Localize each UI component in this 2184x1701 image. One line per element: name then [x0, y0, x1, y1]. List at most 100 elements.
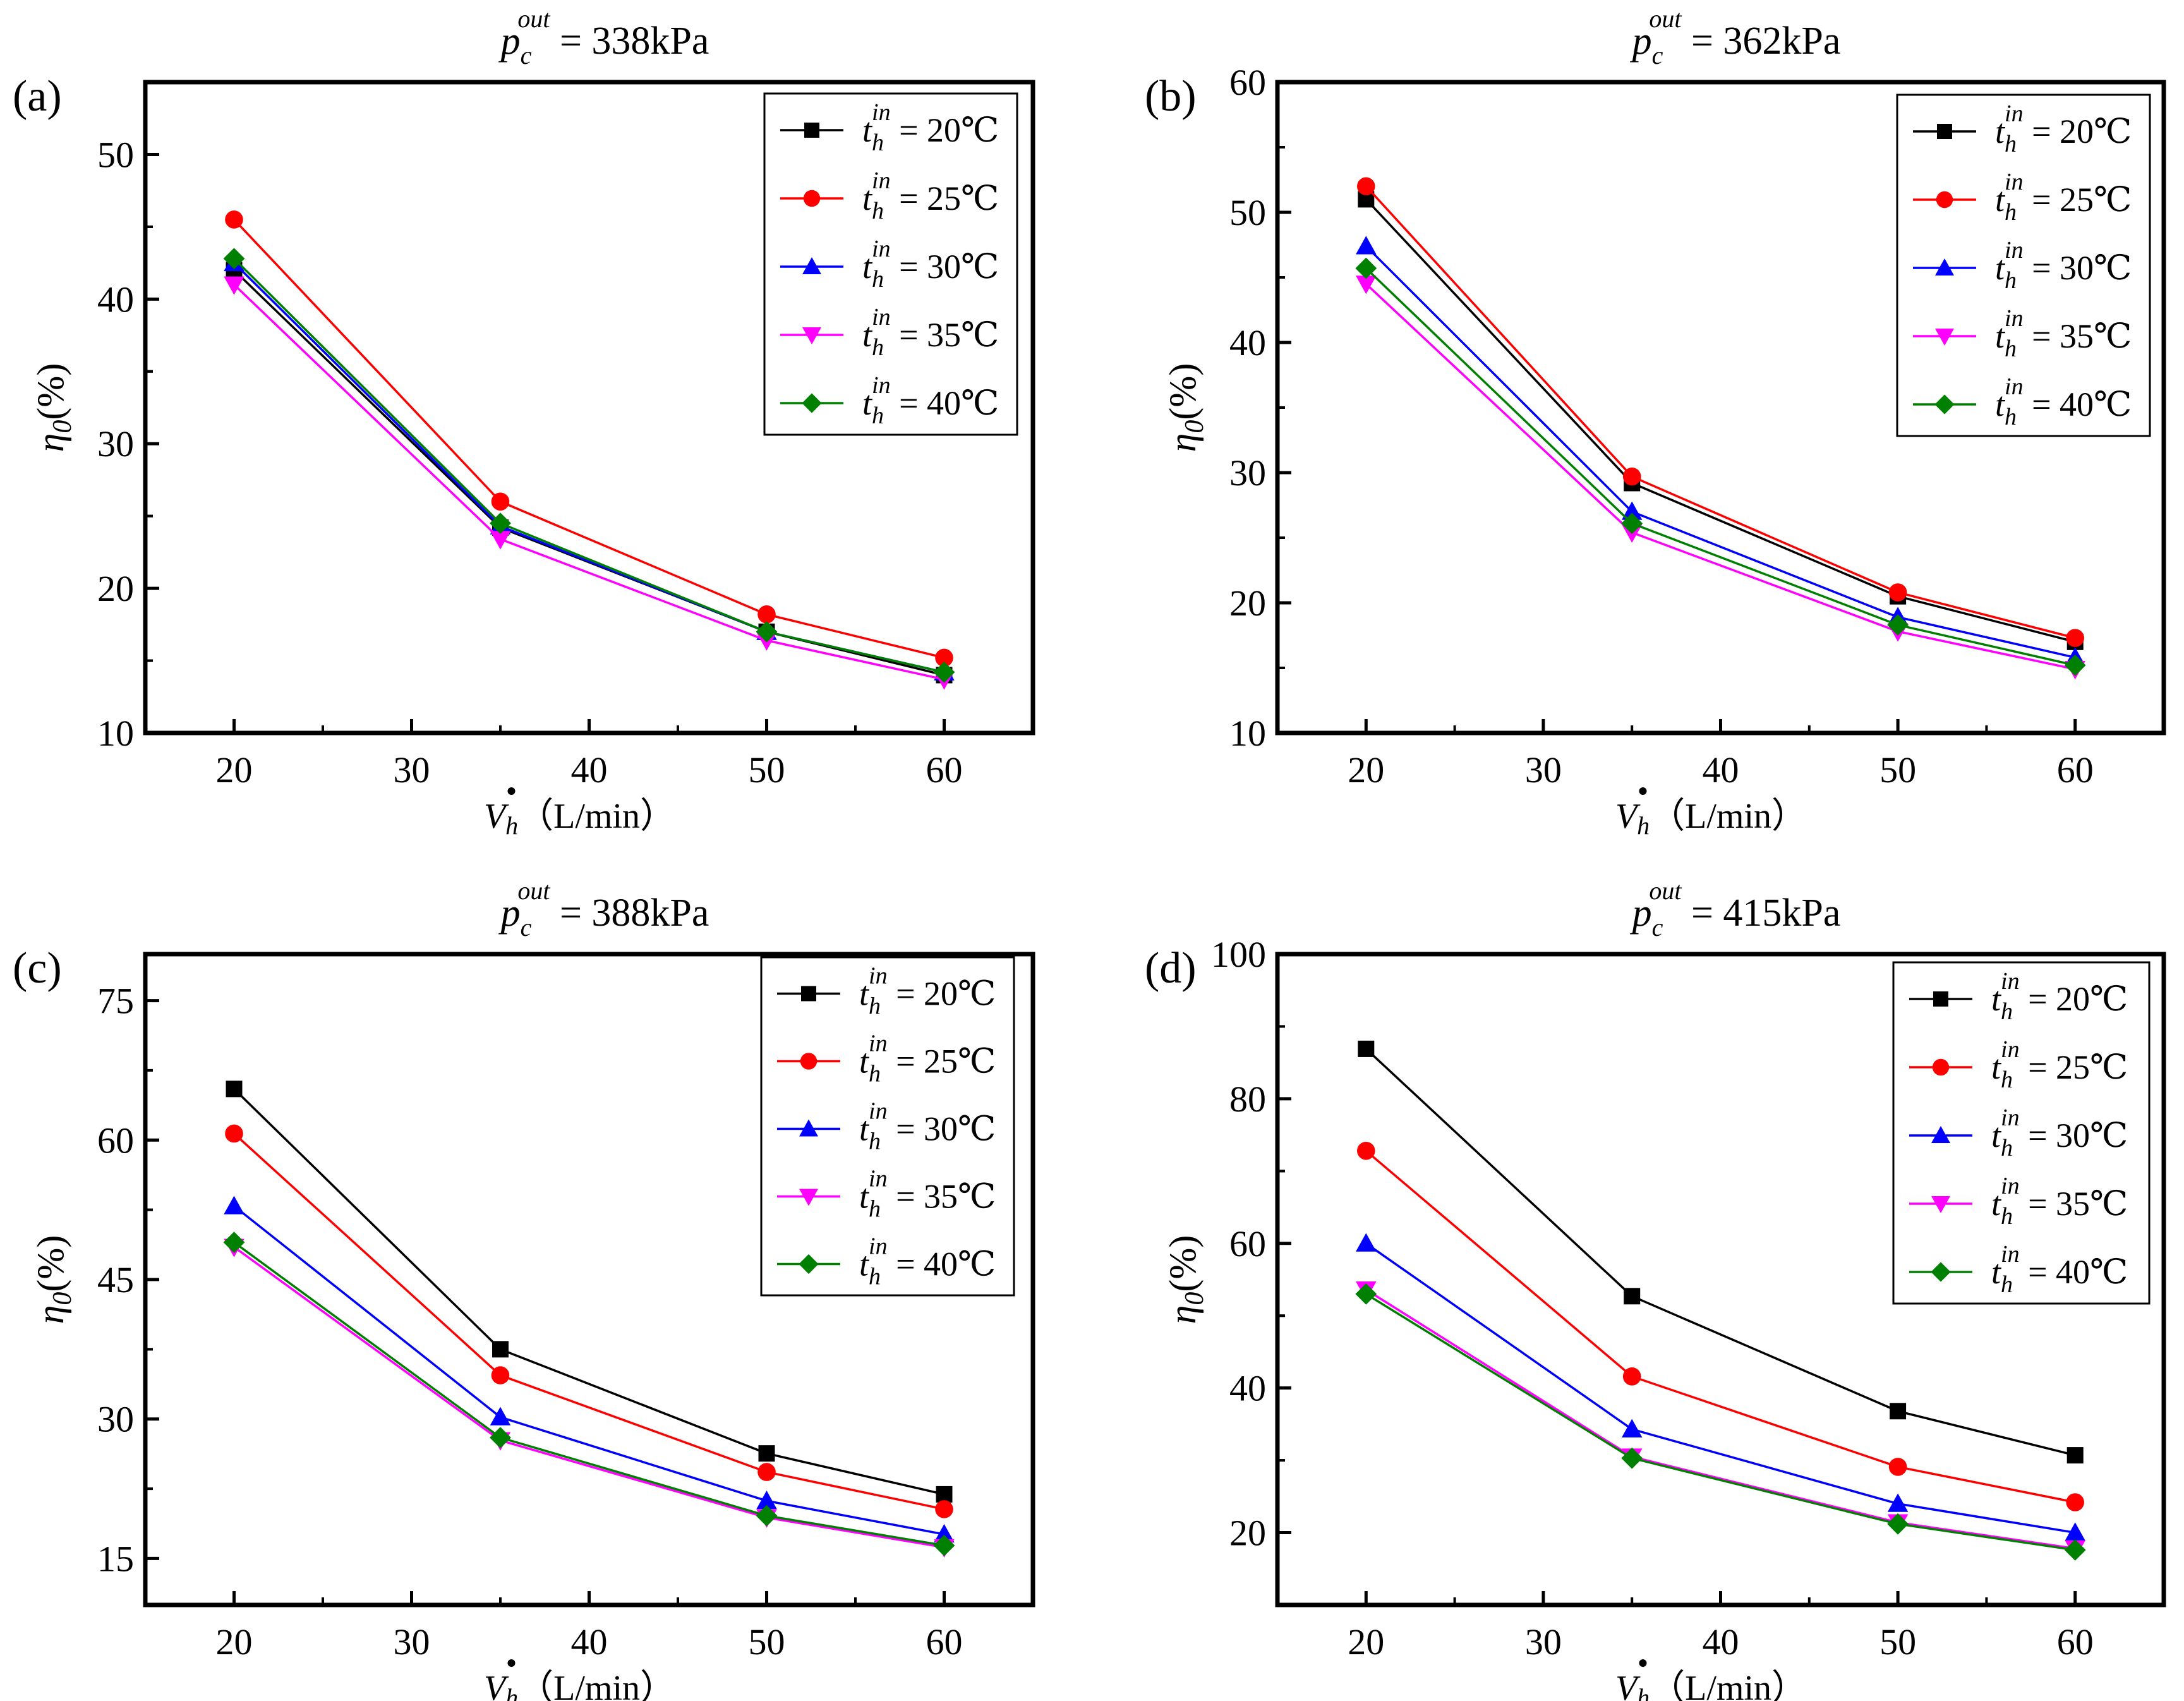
x-tick-label: 40: [1703, 1621, 1739, 1662]
y-tick-label: 60: [97, 1120, 134, 1161]
x-tick-label: 50: [1879, 749, 1916, 790]
legend-marker: [1934, 394, 1955, 415]
legend-label: thin = 35℃: [1995, 305, 2132, 362]
chart-title: pcout = 338kPa: [498, 4, 709, 70]
legend-marker: [1935, 258, 1954, 275]
data-point: [1887, 614, 1909, 636]
x-axis-label: Vh（L/min）: [1615, 1669, 1807, 1701]
y-tick-label: 80: [1229, 1079, 1266, 1120]
x-tick-label: 20: [216, 1621, 253, 1662]
legend-label: thin = 35℃: [862, 304, 999, 361]
y-axis-label: η0(%): [1162, 363, 1209, 452]
data-point: [2064, 1539, 2086, 1561]
data-point: [1622, 1367, 1641, 1386]
data-point: [1887, 1513, 1909, 1535]
data-point: [935, 648, 953, 667]
y-tick-label: 40: [1229, 322, 1266, 363]
data-point: [1888, 1458, 1907, 1476]
y-axis-label: η0(%): [30, 1235, 77, 1324]
legend: thin = 20℃ thin = 25℃ thin = 30℃ thin = 35℃…: [1896, 94, 2151, 437]
series-line-20℃: [1365, 1048, 2076, 1456]
data-point: [224, 276, 244, 295]
legend: thin = 20℃ thin = 25℃ thin = 30℃ thin = 35℃…: [763, 92, 1018, 436]
y-tick-label: 10: [97, 713, 134, 754]
legend-label: thin = 30℃: [1995, 237, 2132, 294]
data-point: [756, 1490, 777, 1510]
x-tick-label: 60: [926, 1621, 963, 1662]
x-tick-label: 60: [2057, 749, 2094, 790]
y-tick-label: 10: [1229, 713, 1266, 754]
y-tick-label: 40: [97, 279, 134, 320]
x-tick-label: 40: [571, 1621, 608, 1662]
x-tick-label: 30: [1525, 1621, 1562, 1662]
panel-label: (a): [13, 72, 62, 121]
legend: thin = 20℃ thin = 25℃ thin = 30℃ thin = 35℃…: [760, 956, 1015, 1297]
y-tick-label: 60: [1229, 62, 1266, 103]
series-line-30℃: [233, 1205, 944, 1535]
legend-box: [760, 956, 1015, 1297]
legend-marker: [1931, 1262, 1951, 1282]
legend-marker: [1931, 1126, 1950, 1143]
chart-panel-d: 20 30 40 50 60 20 40 60 80 100 (d) pcout = 415kPa Vh…: [1145, 876, 2166, 1701]
data-point: [1621, 512, 1643, 535]
data-point: [1357, 177, 1375, 196]
y-axis-label-group: η0(%): [1162, 363, 1209, 452]
legend-label: thin = 25℃: [1995, 169, 2132, 226]
data-point: [1621, 501, 1643, 520]
legend-label: thin = 40℃: [1991, 1241, 2128, 1298]
x-axis-label-dot: [507, 1659, 516, 1667]
legend-label: thin = 30℃: [1991, 1105, 2128, 1161]
legend-marker: [1937, 124, 1952, 139]
legend-marker: [799, 1254, 819, 1274]
legend-marker: [1932, 1058, 1950, 1076]
y-axis-label-group: η0(%): [30, 1235, 77, 1324]
y-tick-label: 60: [1229, 1223, 1266, 1264]
chart-panel-c: 20 30 40 50 60 15 30 45 60 75 (c) pcout = 388kPa Vh（…: [13, 876, 1035, 1701]
data-point: [757, 1463, 776, 1481]
legend-marker: [799, 1119, 818, 1137]
data-point: [1356, 1233, 1377, 1252]
legend-label: thin = 30℃: [862, 236, 999, 293]
data-point: [490, 531, 511, 550]
legend-marker: [1935, 329, 1954, 346]
data-point: [935, 1500, 953, 1518]
x-tick-label: 50: [1879, 1621, 1916, 1662]
data-point: [756, 620, 778, 643]
data-point: [933, 661, 955, 683]
series-line-35℃: [1365, 283, 2076, 670]
x-tick-label: 50: [749, 749, 785, 790]
chart-panel-b: 20 30 40 50 60 10 20 30 40 50 60 (b) pcout = 362kPa V…: [1145, 4, 2166, 840]
data-point: [224, 1196, 244, 1214]
series-line-40℃: [1365, 1293, 2075, 1551]
data-point: [756, 1504, 778, 1527]
legend-label: thin = 20℃: [1991, 968, 2128, 1025]
data-point: [1356, 275, 1377, 294]
data-point: [1890, 1403, 1907, 1420]
panel-label: (d): [1145, 944, 1197, 993]
y-tick-label: 20: [1229, 1513, 1266, 1554]
series-line-35℃: [233, 284, 944, 681]
data-point: [933, 1534, 955, 1556]
x-axis-label: Vh（L/min）: [484, 1669, 675, 1701]
y-axis-label-group: η0(%): [1162, 1235, 1209, 1324]
legend-box: [1892, 961, 2151, 1305]
legend-box: [1896, 94, 2151, 437]
chart-title: pcout = 415kPa: [1630, 876, 1841, 941]
series-line-25℃: [1365, 1149, 2076, 1504]
data-point: [226, 1081, 243, 1098]
series-line-20℃: [233, 1088, 944, 1496]
series-line-35℃: [1365, 1288, 2075, 1550]
data-point: [491, 492, 510, 511]
x-tick-label: 30: [394, 749, 430, 790]
data-point: [491, 1366, 510, 1384]
series-line-40℃: [233, 258, 944, 674]
x-tick-label: 60: [926, 749, 963, 790]
legend-label: thin = 40℃: [1995, 373, 2132, 430]
series-line-40℃: [1365, 267, 2076, 667]
y-axis-label: η0(%): [30, 363, 77, 452]
legend-marker: [803, 190, 821, 207]
legend-box: [763, 92, 1018, 436]
data-point: [2066, 1447, 2084, 1464]
legend-label: thin = 20℃: [859, 963, 996, 1020]
series-line-30℃: [1365, 245, 2076, 659]
